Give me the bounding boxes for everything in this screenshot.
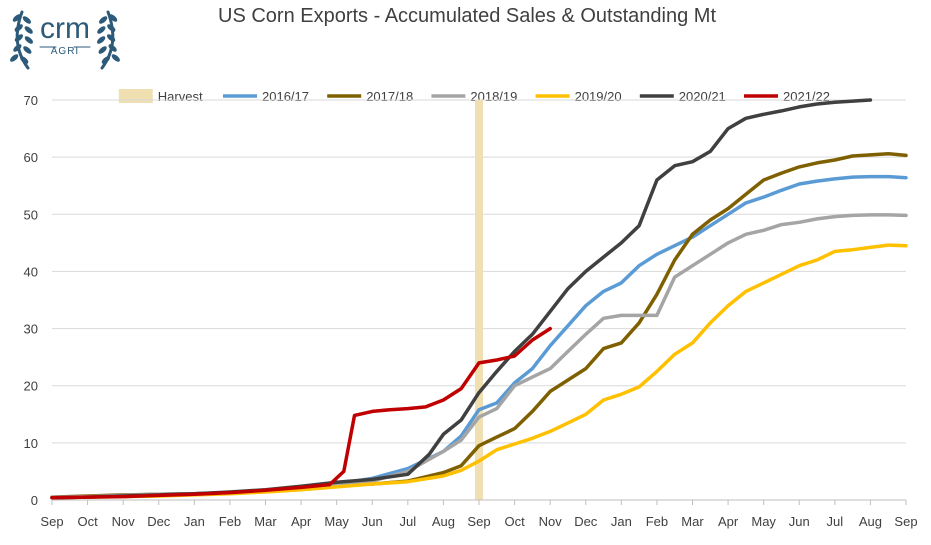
laurel-emblem: crm AGRI (10, 10, 120, 70)
laurel-leaf (23, 46, 32, 54)
logo-tagline: AGRI (51, 46, 79, 57)
series-lines (50, 98, 908, 500)
x-tick-label: Mar (681, 514, 704, 529)
x-tick-label: Sep (467, 514, 490, 529)
x-axis: Sep Oct Nov Dec Jan Feb Mar Apr May Jun Jul Aug Sep O… (40, 499, 918, 529)
laurel-leaf (24, 36, 34, 44)
legend-label: 2019/20 (575, 89, 622, 104)
laurel-leaf (97, 26, 106, 34)
x-tick-label: Nov (112, 514, 136, 529)
y-tick-label: 0 (31, 493, 38, 508)
laurel-leaf (12, 14, 22, 22)
x-tick-label: Apr (291, 514, 312, 529)
x-tick-label: Nov (539, 514, 563, 529)
x-tick-label: Apr (718, 514, 739, 529)
x-tick-label: Jun (789, 514, 810, 529)
x-tick-label: Feb (219, 514, 241, 529)
laurel-leaf (108, 14, 118, 22)
legend: Harvest 2016/17 2017/18 2018/19 2019/20 2020/… (118, 89, 830, 104)
laurel-leaf (22, 16, 32, 24)
x-tick-label: Jul (400, 514, 417, 529)
y-tick-label: 20 (24, 379, 38, 394)
chart-title: US Corn Exports - Accumulated Sales & Ou… (218, 5, 716, 27)
y-tick-label: 70 (24, 93, 38, 108)
series-line (50, 326, 552, 500)
x-tick-label: Jan (611, 514, 632, 529)
laurel-leaf (13, 44, 22, 52)
x-tick-label: Sep (40, 514, 63, 529)
legend-label: 2020/21 (679, 89, 726, 104)
legend-item: 2017/18 (327, 89, 413, 104)
x-tick-label: Mar (254, 514, 277, 529)
laurel-leaf (96, 36, 106, 44)
laurel-right-icon (73, 10, 120, 70)
laurel-leaf (24, 26, 33, 34)
x-tick-label: May (324, 514, 349, 529)
legend-item: 2020/21 (639, 89, 726, 104)
laurel-leaf (106, 34, 116, 42)
laurel-leaf (98, 46, 107, 54)
y-tick-label: 60 (24, 150, 38, 165)
laurel-leaf (14, 24, 23, 32)
y-tick-label: 50 (24, 207, 38, 222)
x-tick-label: Jun (362, 514, 383, 529)
crm-agri-logo: crm AGRI (6, 4, 124, 78)
laurel-leaf (107, 24, 116, 32)
laurel-left-icon (10, 10, 57, 70)
legend-item: 2016/17 (223, 89, 309, 104)
logo-wordmark: crm (40, 12, 90, 45)
x-tick-label: Sep (894, 514, 917, 529)
laurel-leaf (101, 56, 110, 64)
harvest-band (475, 100, 483, 500)
laurel-leaf (10, 54, 19, 62)
y-tick-label: 10 (24, 436, 38, 451)
x-tick-label: Aug (859, 514, 882, 529)
legend-label: 2017/18 (366, 89, 413, 104)
y-axis: 0 10 20 30 40 50 60 70 (24, 93, 38, 508)
x-tick-label: Dec (147, 514, 171, 529)
x-tick-label: Oct (77, 514, 98, 529)
x-tick-label: Feb (646, 514, 668, 529)
harvest-marker (475, 100, 483, 500)
legend-swatch (118, 89, 153, 103)
legend-item: 2021/22 (744, 89, 830, 104)
y-tick-label: 40 (24, 264, 38, 279)
legend-item: Harvest (118, 89, 203, 104)
laurel-leaf (14, 34, 24, 42)
x-tick-label: Dec (574, 514, 598, 529)
legend-item: 2018/19 (431, 89, 517, 104)
x-tick-label: Oct (504, 514, 525, 529)
x-tick-label: Jan (184, 514, 205, 529)
legend-item: 2019/20 (535, 89, 622, 104)
laurel-leaf (111, 54, 120, 62)
x-tick-label: May (751, 514, 776, 529)
legend-label: 2016/17 (262, 89, 309, 104)
y-tick-label: 30 (24, 322, 38, 337)
legend-label: Harvest (158, 89, 203, 104)
x-tick-label: Aug (432, 514, 455, 529)
laurel-leaf (20, 56, 29, 64)
series-line (50, 243, 908, 500)
laurel-leaf (108, 44, 117, 52)
x-tick-label: Jul (827, 514, 844, 529)
laurel-leaf (98, 16, 108, 24)
